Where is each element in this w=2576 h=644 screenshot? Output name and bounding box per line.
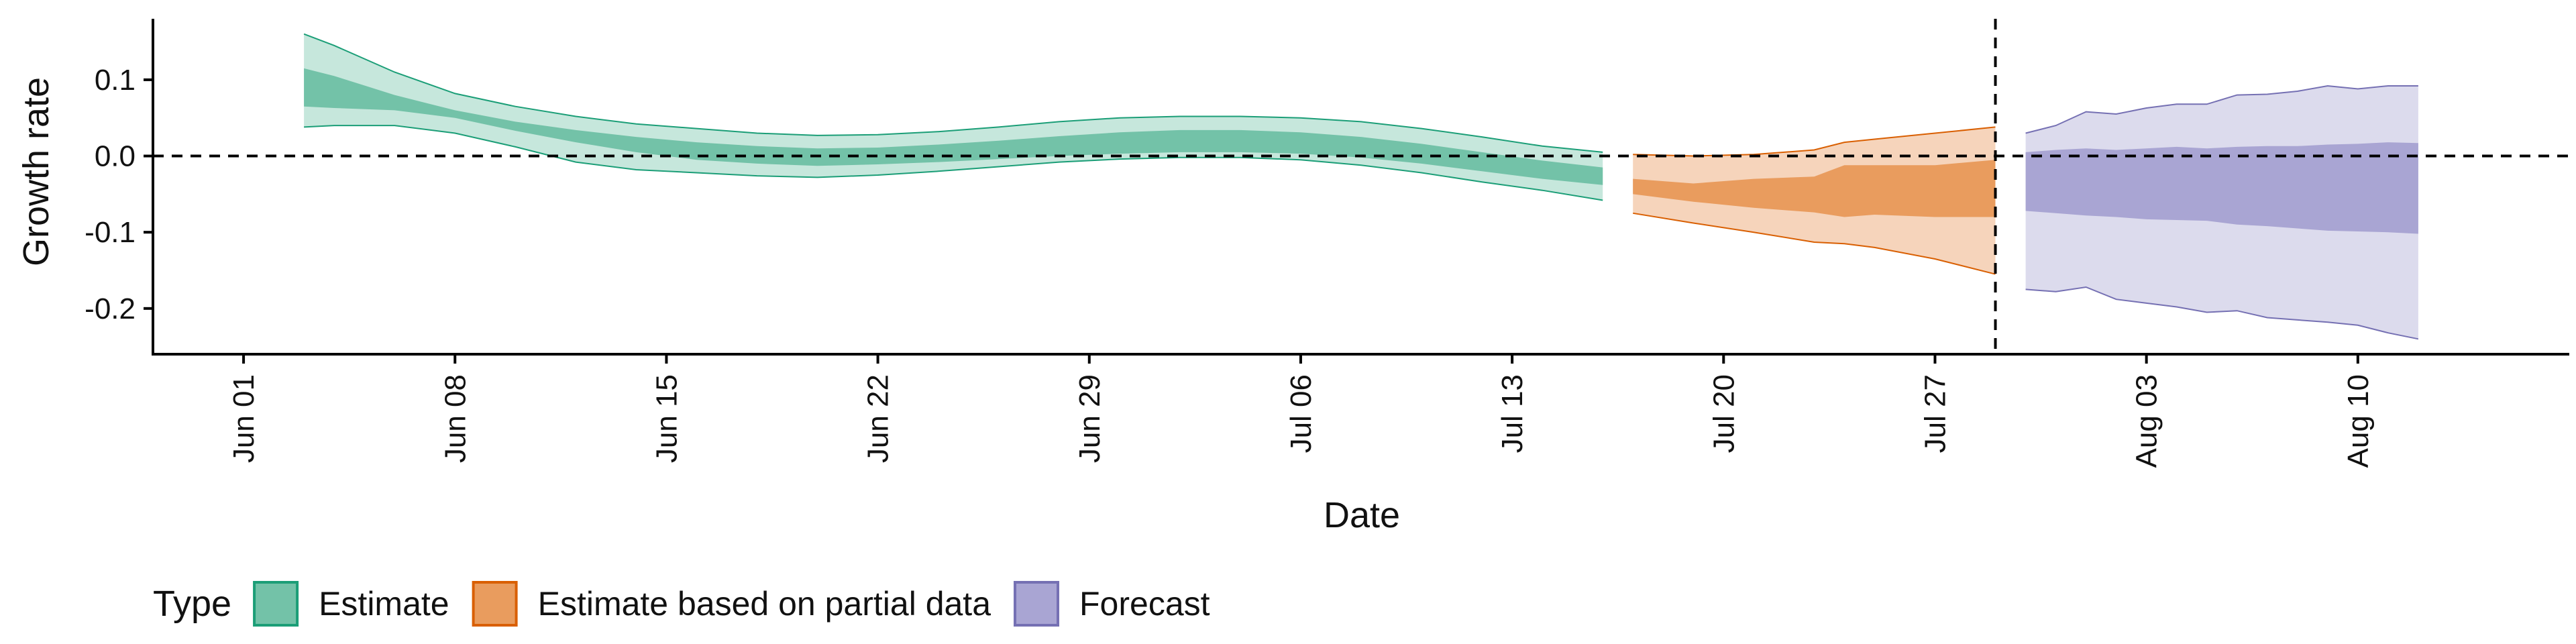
y-tick-label: -0.2: [85, 292, 136, 325]
band-edge-lower-estimate: [304, 125, 1603, 201]
legend-label-estimate: Estimate: [319, 585, 449, 623]
bands-layer: [303, 33, 2419, 340]
x-tick-label: Jun 29: [1073, 374, 1106, 463]
legend-key-forecast: [1014, 581, 1060, 627]
y-tick-label: 0.1: [95, 64, 136, 97]
x-tick-label: Jul 06: [1285, 374, 1318, 453]
x-tick-label: Jul 20: [1707, 374, 1740, 453]
reference-lines: [153, 19, 2569, 354]
band-inner-estimate-based-on-partial-data: [1633, 160, 1996, 217]
tick-labels: 0.1 0.0 -0.1 -0.2 Jun 01 Jun 08 Jun 15 Jun 22 Ju…: [85, 64, 2375, 468]
band-outer-estimate: [304, 34, 1603, 201]
legend-label-estimate-based-on-partial-data: Estimate based on partial data: [538, 585, 991, 623]
y-tick-label: 0.0: [95, 140, 136, 173]
x-axis-title: Date: [1324, 495, 1400, 535]
band-inner-forecast: [2025, 142, 2418, 234]
x-tick-label: Jun 01: [227, 374, 260, 463]
legend-title: Type: [153, 584, 231, 624]
x-tick-label: Jun 08: [439, 374, 472, 463]
legend-label-forecast: Forecast: [1079, 585, 1210, 623]
legend-key-estimate: [253, 581, 299, 627]
x-tick-label: Jun 15: [650, 374, 683, 463]
band-edge-upper-estimate: [303, 33, 1603, 153]
x-tick-label: Aug 10: [2342, 374, 2375, 468]
x-tick-label: Jul 13: [1496, 374, 1529, 453]
legend-key-estimate-based-on-partial-data: [472, 581, 518, 627]
y-axis-title: Growth rate: [16, 77, 56, 266]
band-edge-upper-forecast: [2025, 85, 2418, 134]
x-tick-label: Aug 03: [2131, 374, 2163, 468]
axes: [144, 19, 2569, 364]
band-edge-lower-estimate-based-on-partial-data: [1633, 212, 1996, 275]
x-tick-label: Jun 22: [862, 374, 895, 463]
x-tick-label: Jul 27: [1919, 374, 1951, 453]
band-edge-lower-forecast: [2025, 286, 2419, 340]
legend: Type Estimate Estimate based on partial d…: [153, 581, 1210, 627]
y-tick-label: -0.1: [85, 216, 136, 249]
